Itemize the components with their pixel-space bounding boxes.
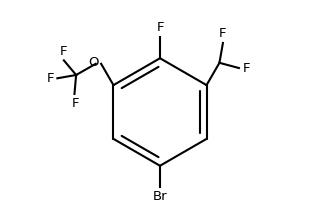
Text: F: F bbox=[219, 27, 227, 40]
Text: Br: Br bbox=[153, 190, 167, 203]
Text: O: O bbox=[88, 56, 99, 69]
Text: F: F bbox=[47, 72, 55, 85]
Text: F: F bbox=[242, 62, 250, 75]
Text: F: F bbox=[60, 45, 68, 58]
Text: F: F bbox=[156, 21, 164, 34]
Text: F: F bbox=[72, 97, 79, 110]
